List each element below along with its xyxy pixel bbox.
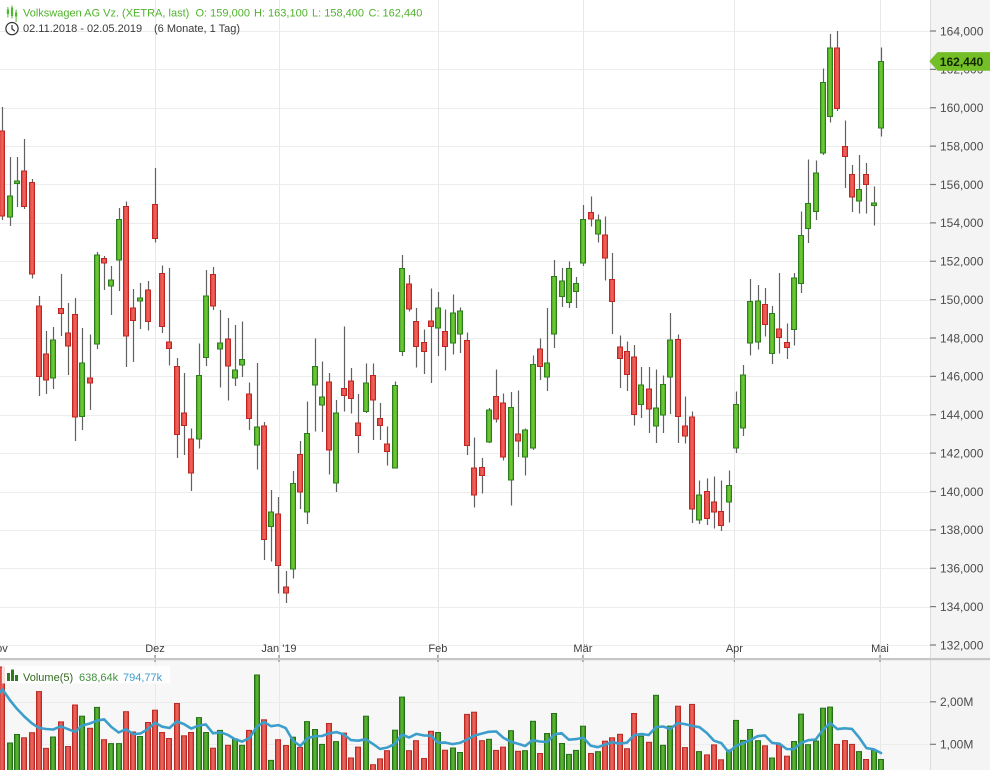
- svg-text:Volkswagen AG Vz. (XETRA, last: Volkswagen AG Vz. (XETRA, last): [23, 8, 189, 20]
- svg-text:142,000: 142,000: [940, 446, 984, 460]
- svg-text:148,000: 148,000: [940, 331, 984, 345]
- svg-text:164,000: 164,000: [940, 24, 984, 38]
- svg-text:138,000: 138,000: [940, 523, 984, 537]
- svg-text:C: 162,440: C: 162,440: [369, 8, 423, 20]
- svg-text:Mär: Mär: [573, 643, 592, 655]
- svg-text:150,000: 150,000: [940, 293, 984, 307]
- svg-text:160,000: 160,000: [940, 101, 984, 115]
- svg-text:Mai: Mai: [871, 643, 889, 655]
- svg-text:2,00M: 2,00M: [940, 695, 973, 709]
- svg-text:Nov: Nov: [0, 643, 8, 655]
- svg-text:134,000: 134,000: [940, 600, 984, 614]
- svg-text:1,00M: 1,00M: [940, 738, 973, 752]
- svg-text:146,000: 146,000: [940, 370, 984, 384]
- svg-text:140,000: 140,000: [940, 485, 984, 499]
- svg-text:Jan '19: Jan '19: [261, 643, 296, 655]
- svg-text:144,000: 144,000: [940, 408, 984, 422]
- svg-text:(6 Monate, 1 Tag): (6 Monate, 1 Tag): [154, 23, 240, 35]
- svg-text:Volume(5): Volume(5): [23, 672, 73, 684]
- svg-text:136,000: 136,000: [940, 562, 984, 576]
- svg-text:132,000: 132,000: [940, 638, 984, 652]
- svg-text:162,440: 162,440: [940, 55, 984, 69]
- svg-text:Dez: Dez: [145, 643, 165, 655]
- svg-text:156,000: 156,000: [940, 178, 984, 192]
- svg-text:02.11.2018 - 02.05.2019: 02.11.2018 - 02.05.2019: [23, 23, 142, 35]
- svg-text:638,64k: 638,64k: [79, 672, 119, 684]
- svg-text:O: 159,000: O: 159,000: [196, 8, 250, 20]
- svg-text:794,77k: 794,77k: [123, 672, 163, 684]
- svg-text:Apr: Apr: [726, 643, 743, 655]
- svg-text:Feb: Feb: [428, 643, 447, 655]
- svg-text:154,000: 154,000: [940, 216, 984, 230]
- svg-text:152,000: 152,000: [940, 255, 984, 269]
- svg-text:158,000: 158,000: [940, 139, 984, 153]
- svg-text:H: 163,100: H: 163,100: [254, 8, 308, 20]
- svg-text:L: 158,400: L: 158,400: [312, 8, 364, 20]
